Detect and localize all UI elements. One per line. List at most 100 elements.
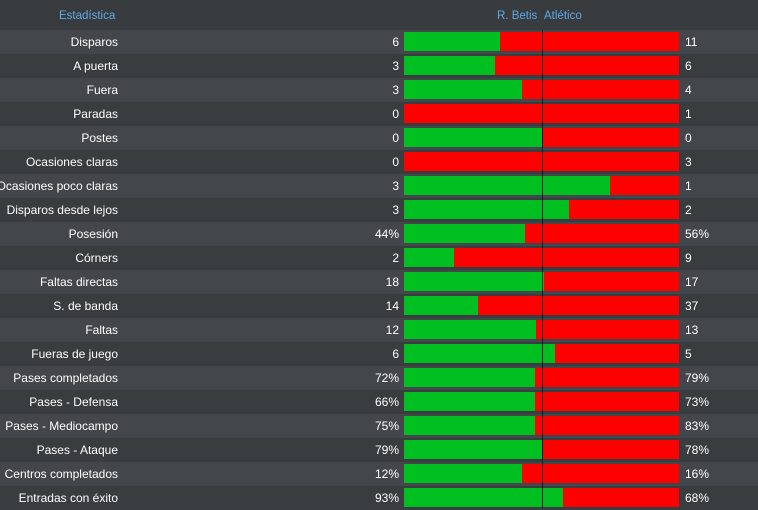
comparison-bar: [404, 440, 679, 459]
home-value: 3: [392, 83, 399, 97]
home-bar-fill: [404, 416, 535, 435]
away-value: 0: [685, 131, 692, 145]
home-bar-fill: [404, 56, 495, 75]
home-bar-fill: [404, 272, 545, 291]
home-bar-fill: [404, 344, 556, 363]
home-bar-fill: [404, 320, 536, 339]
comparison-bar: [404, 128, 679, 147]
comparison-bar: [404, 488, 679, 507]
comparison-bar: [404, 416, 679, 435]
stat-row: Faltas 12 13: [0, 318, 758, 342]
away-value: 4: [685, 83, 692, 97]
away-value: 17: [685, 275, 699, 289]
home-bar-fill: [404, 440, 543, 459]
comparison-bar: [404, 320, 679, 339]
stat-label: Pases - Mediocampo: [5, 419, 118, 433]
home-bar-fill: [404, 80, 523, 99]
away-value: 56%: [685, 227, 710, 241]
stat-row: Ocasiones claras 0 3: [0, 150, 758, 174]
away-team-name: Atlético: [544, 10, 582, 22]
comparison-bar: [404, 224, 679, 243]
stat-column-header: Estadística: [59, 10, 116, 22]
home-bar-fill: [404, 32, 501, 51]
away-value: 37: [685, 299, 699, 313]
home-bar-fill: [404, 392, 535, 411]
away-value: 73%: [685, 395, 710, 409]
away-value: 16%: [685, 467, 710, 481]
comparison-bar: [404, 32, 679, 51]
home-value: 18: [385, 275, 399, 289]
stat-row: S. de banda 14 37: [0, 294, 758, 318]
stat-row: Fuera 3 4: [0, 78, 758, 102]
stat-label: Faltas directas: [39, 275, 118, 289]
stat-label: Pases - Defensa: [29, 395, 118, 409]
comparison-bar: [404, 344, 679, 363]
home-bar-fill: [404, 248, 454, 267]
away-value: 11: [685, 35, 698, 49]
stat-row: Faltas directas 18 17: [0, 270, 758, 294]
comparison-bar: [404, 176, 679, 195]
stat-row: Pases - Mediocampo 75% 83%: [0, 414, 758, 438]
stat-label: Disparos desde lejos: [6, 203, 118, 217]
stat-row: Pases completados 72% 79%: [0, 366, 758, 390]
home-value: 6: [392, 347, 399, 361]
home-value: 0: [392, 107, 399, 121]
home-value: 14: [385, 299, 399, 313]
comparison-bar: [404, 464, 679, 483]
home-value: 12: [385, 323, 399, 337]
stat-label: Fuera: [86, 83, 118, 97]
stat-label: Posesión: [68, 227, 118, 241]
stat-row: Posesión 44% 56%: [0, 222, 758, 246]
comparison-bar: [404, 56, 679, 75]
stat-label: Córners: [75, 251, 118, 265]
stat-row: Paradas 0 1: [0, 102, 758, 126]
away-value: 83%: [685, 419, 710, 433]
comparison-bar: [404, 152, 679, 171]
home-bar-fill: [404, 488, 563, 507]
home-value: 6: [392, 35, 399, 49]
comparison-bar: [404, 296, 679, 315]
home-value: 3: [392, 59, 399, 73]
away-value: 68%: [685, 491, 710, 505]
away-value: 79%: [685, 371, 710, 385]
away-value: 5: [685, 347, 692, 361]
home-bar-fill: [404, 296, 479, 315]
stat-row: Entradas con éxito 93% 68%: [0, 486, 758, 510]
stat-row: A puerta 3 6: [0, 54, 758, 78]
away-value: 78%: [685, 443, 710, 457]
stat-label: Pases completados: [13, 371, 118, 385]
away-value: 3: [685, 155, 692, 169]
home-value: 66%: [374, 395, 399, 409]
away-value: 6: [685, 59, 692, 73]
home-team-name: R. Betis: [497, 10, 538, 22]
home-bar-fill: [404, 368, 536, 387]
home-value: 3: [392, 203, 399, 217]
home-bar-fill: [404, 224, 525, 243]
stat-label: Ocasiones claras: [25, 155, 118, 169]
stat-label: Faltas: [85, 323, 118, 337]
home-value: 75%: [374, 419, 399, 433]
stat-label: Paradas: [73, 107, 118, 121]
away-value: 13: [685, 323, 699, 337]
home-value: 2: [392, 251, 399, 265]
stat-label: Fueras de juego: [31, 347, 118, 361]
comparison-bar: [404, 392, 679, 411]
stat-label: Pases - Ataque: [36, 443, 118, 457]
home-bar-fill: [404, 200, 569, 219]
home-value: 72%: [374, 371, 399, 385]
stat-row: Córners 2 9: [0, 246, 758, 270]
stat-label: S. de banda: [53, 299, 118, 313]
stat-label: Centros completados: [4, 467, 118, 481]
home-value: 3: [392, 179, 399, 193]
stat-row: Fueras de juego 6 5: [0, 342, 758, 366]
comparison-bar: [404, 200, 679, 219]
comparison-bar: [404, 104, 679, 123]
home-bar-fill: [404, 176, 611, 195]
stats-table: Disparos 6 11 A puerta 3 6 Fuera 3 4 Paradas 0 1 Pos…: [0, 30, 758, 510]
stat-label: Ocasiones poco claras: [0, 179, 118, 193]
home-value: 0: [392, 131, 399, 145]
stat-label: Postes: [81, 131, 118, 145]
away-value: 9: [685, 251, 692, 265]
stat-row: Postes 0 0: [0, 126, 758, 150]
stat-label: A puerta: [73, 59, 118, 73]
